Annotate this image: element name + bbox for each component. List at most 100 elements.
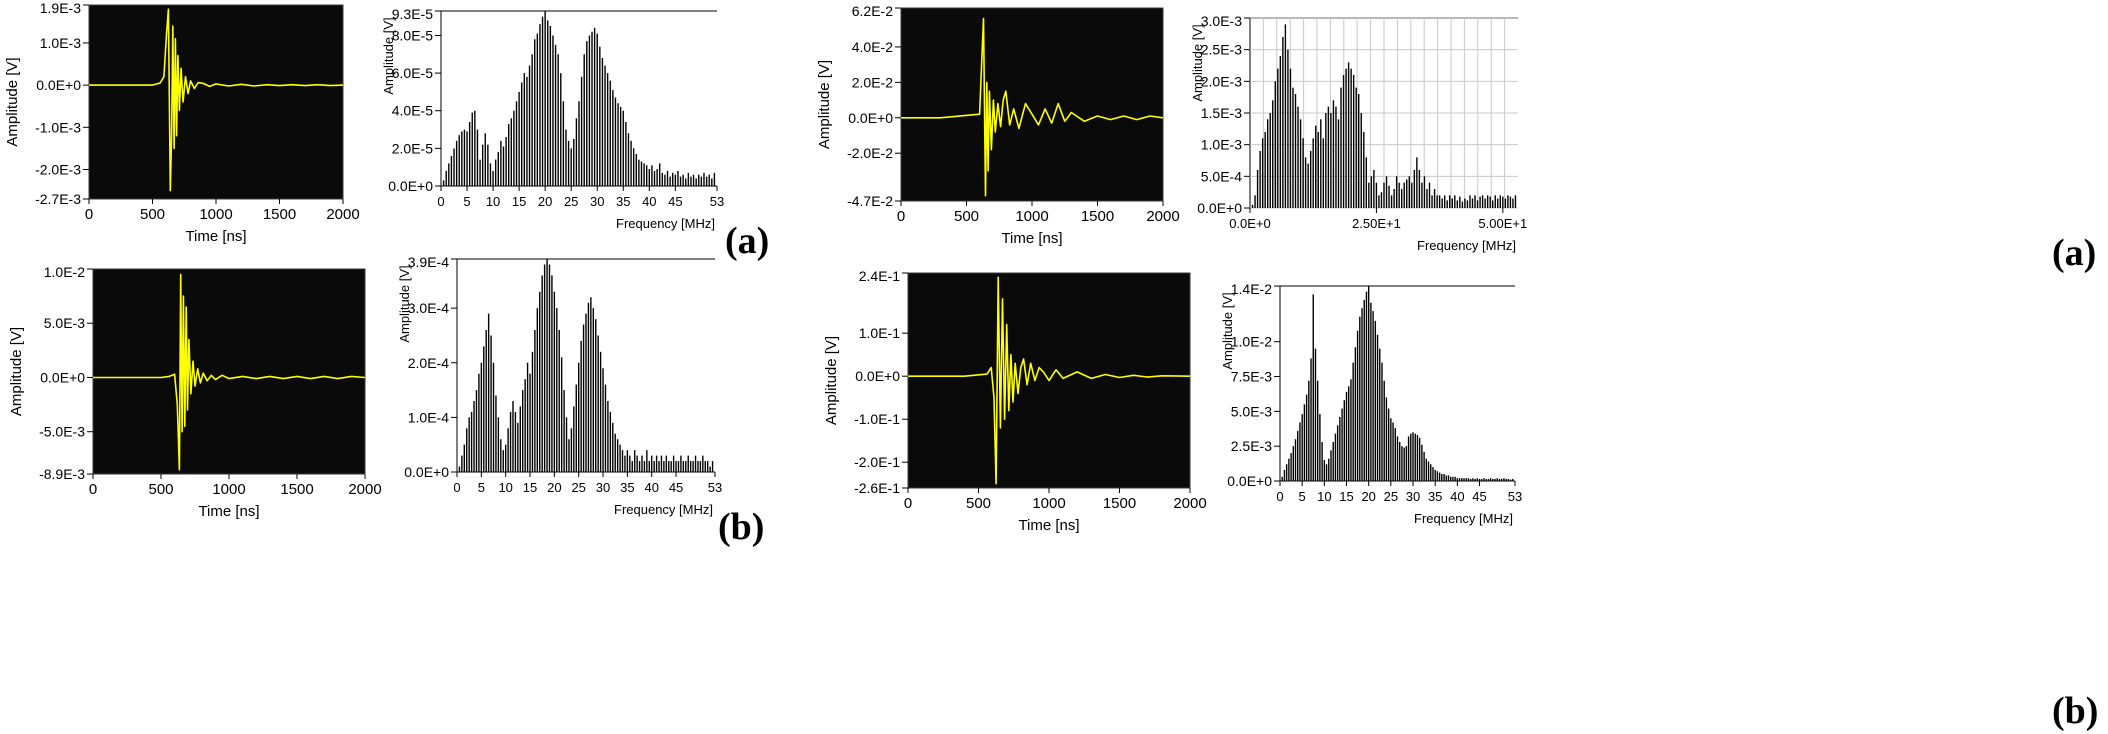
y-axis-label: Amplitude [V] [1220,292,1235,369]
x-tick-label: 20 [547,480,561,495]
chart-3: 1.0E-2 5.0E-3 0.0E+0 -5.0E-3 -8.9E-30 500 1000… [8,264,382,520]
panel-label-top-right: (a) [2052,232,2097,274]
x-tick-label: 20 [538,194,552,209]
y-tick-label: 1.0E-3 [1201,137,1242,153]
x-tick-label: 10 [498,480,512,495]
y-tick-label: -2.0E-2 [847,145,893,161]
y-tick-label: 1.5E-3 [1201,105,1242,121]
chart-6: 0.0E+0 5.0E-4 1.0E-3 1.5E-3 2.0E-3 2.5E-3 3.0E… [1190,13,1527,253]
y-tick-label: 5.0E-3 [44,315,85,331]
bars [1251,24,1517,208]
y-tick-label: 5.0E-4 [1201,168,1242,184]
signal-line [93,273,366,471]
x-tick-label: 30 [590,194,604,209]
y-tick-label: 2.0E-4 [408,355,449,371]
x-tick-label: 1500 [1081,208,1114,225]
x-tick-label: 20 [1361,489,1375,504]
panel-label-bottom-right: (b) [2052,690,2099,732]
x-tick-label: 53 [708,480,722,495]
y-tick-label: 2.0E-2 [852,74,893,90]
x-tick-label: 10 [486,194,500,209]
x-axis-label: Frequency [MHz] [616,216,715,231]
y-tick-label: -2.6E-1 [854,480,900,496]
y-tick-label: 1.9E-3 [40,0,81,16]
y-tick-label: 1.0E-1 [859,325,900,341]
y-tick-label: 1.0E-2 [44,264,85,280]
y-tick-label: -5.0E-3 [39,424,85,440]
y-tick-label: 0.0E+0 [388,178,433,194]
x-tick-label: 45 [669,480,683,495]
y-tick-label: -8.9E-3 [39,466,85,482]
y-tick-label: 4.0E-5 [392,103,433,119]
x-tick-label: 15 [523,480,537,495]
x-tick-label: 40 [1450,489,1464,504]
x-axis-label: Time [ns] [185,228,246,245]
y-tick-label: 1.0E-4 [408,409,449,425]
y-tick-label: -1.0E-3 [35,119,81,135]
x-tick-label: 1000 [1015,208,1048,225]
x-tick-label: 1000 [199,206,232,223]
x-tick-label: 2000 [326,206,359,223]
x-tick-label: 1500 [280,481,313,498]
grid [1250,17,1518,209]
plot-area [900,7,1164,202]
x-tick-label: 500 [966,495,991,512]
x-tick-label: 1000 [1032,495,1065,512]
x-axis-label: Time [ns] [198,503,259,520]
y-tick-label: 1.0E-2 [1231,334,1272,350]
y-tick-label: 8.0E-5 [392,27,433,43]
x-tick-label: 500 [954,208,979,225]
x-axis-label: Frequency [MHz] [1414,511,1513,526]
x-axis-label: Time [ns] [1018,517,1079,534]
y-tick-label: 0.0E+0 [1197,200,1242,216]
x-tick-label: 2000 [1146,208,1179,225]
y-tick-label: 1.0E-3 [40,35,81,51]
y-tick-label: 0.0E+0 [855,368,900,384]
y-axis-label: Amplitude [V] [397,265,412,342]
y-tick-label: 0.0E+0 [40,369,85,385]
y-tick-label: 0.0E+0 [404,464,449,480]
y-tick-label: -2.0E-3 [35,161,81,177]
x-tick-label: 0 [85,206,93,223]
bars [442,11,716,186]
x-tick-label: 1500 [263,206,296,223]
y-tick-label: 0.0E+0 [1227,473,1272,489]
y-tick-label: 3.0E-3 [1201,13,1242,29]
x-axis-label: Frequency [MHz] [614,502,713,517]
x-tick-label: 5 [463,194,470,209]
x-tick-label: 40 [644,480,658,495]
x-tick-label: 0 [1276,489,1283,504]
y-tick-label: 2.0E-5 [392,140,433,156]
x-tick-label: 1500 [1103,495,1136,512]
y-axis-label: Amplitude [V] [381,17,396,94]
x-axis-label: Time [ns] [1001,230,1062,247]
bars [1281,286,1514,481]
plot-area [92,268,366,475]
chart-4: 0.0E+0 1.0E-4 2.0E-4 3.0E-4 3.9E-4 0 5 10 15 20 25… [397,254,722,517]
x-tick-label: 5 [478,480,485,495]
x-tick-label: 15 [512,194,526,209]
x-tick-label: 45 [668,194,682,209]
x-tick-label: 25 [564,194,578,209]
y-tick-label: 3.0E-4 [408,300,449,316]
y-tick-label: -2.7E-3 [35,191,81,207]
x-axis-label: Frequency [MHz] [1417,238,1516,253]
x-tick-label: 0 [897,208,905,225]
signal-line [901,17,1164,197]
x-tick-label: 0 [453,480,460,495]
x-tick-label: 53 [1508,489,1522,504]
chart-5: 6.2E-2 4.0E-2 2.0E-2 0.0E+0 -2.0E-2 -4.7E-20 5… [816,3,1180,247]
y-axis-label: Amplitude [V] [4,57,21,146]
y-axis-label: Amplitude [V] [823,336,840,425]
x-tick-label: 0 [89,481,97,498]
y-tick-label: -1.0E-1 [854,411,900,427]
chart-7: 2.4E-1 1.0E-1 0.0E+0 -1.0E-1 -2.0E-1 -2.6E-10… [823,268,1207,534]
x-tick-label: 45 [1472,489,1486,504]
y-tick-label: 2.4E-1 [859,268,900,284]
signal-line [908,276,1191,485]
x-tick-label: 35 [620,480,634,495]
y-tick-label: 5.0E-3 [1231,403,1272,419]
chart-1: 1.9E-3 1.0E-3 0.0E+0 -1.0E-3 -2.0E-3 -2.7E-30… [4,0,360,245]
x-tick-label: 25 [1384,489,1398,504]
